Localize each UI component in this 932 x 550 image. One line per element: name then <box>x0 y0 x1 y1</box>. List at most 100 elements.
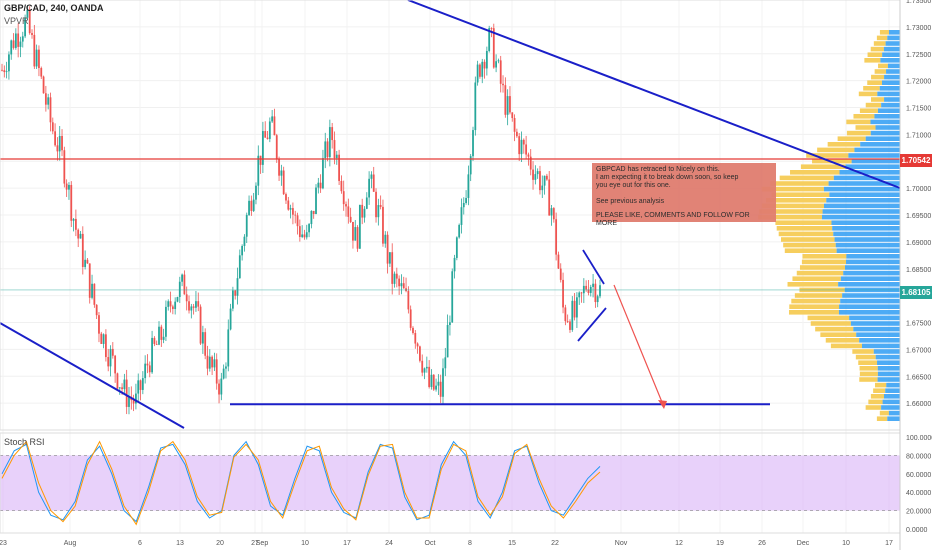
candle-body <box>24 17 26 37</box>
vp-bar-down <box>880 58 900 63</box>
vp-bar-up <box>867 80 882 85</box>
candle-body <box>361 204 364 218</box>
candle-body <box>201 332 204 344</box>
y-tick-label: 1.66500 <box>906 374 931 381</box>
candle-body <box>379 205 382 207</box>
vp-bar-down <box>833 231 900 237</box>
candle-body <box>121 387 123 390</box>
stoch-y-tick: 100.0000 <box>906 435 932 442</box>
vp-bar-up <box>815 326 854 332</box>
wedge-upper <box>582 249 605 285</box>
candle-body <box>363 208 366 218</box>
vp-bar-down <box>839 170 900 175</box>
candle-body <box>35 49 38 67</box>
candle-body <box>165 306 167 337</box>
vp-bar-up <box>852 349 874 354</box>
x-tick-label: 13 <box>176 540 184 547</box>
candle-body <box>54 131 57 146</box>
vp-bar-up <box>879 30 889 35</box>
vp-bar-down <box>877 91 900 97</box>
vp-bar-up <box>876 35 888 41</box>
candle-body <box>153 337 156 344</box>
vp-bar-down <box>888 30 900 35</box>
vp-bar-up <box>853 114 875 119</box>
candle-body <box>222 368 225 379</box>
vp-bar-down <box>831 220 900 225</box>
vp-bar-up <box>790 170 840 175</box>
candle-body <box>428 366 431 387</box>
candle-body <box>125 379 128 407</box>
candle-body <box>324 141 327 159</box>
candle-body <box>100 333 103 344</box>
candle-body <box>559 268 562 280</box>
stoch-band <box>0 455 900 511</box>
candle-body <box>310 210 313 225</box>
candle-body <box>86 259 89 264</box>
vp-bar-down <box>829 192 900 197</box>
x-tick-label: 20 <box>216 540 224 547</box>
candle-body <box>31 33 33 35</box>
vp-bar-down <box>828 181 900 186</box>
candle-body <box>372 174 375 192</box>
vp-bar-up <box>879 410 889 416</box>
candle-body <box>19 41 22 47</box>
candle-body <box>317 182 320 188</box>
x-tick-label: Aug <box>64 540 77 547</box>
candle-body <box>536 171 539 175</box>
candle-body <box>208 356 211 369</box>
candle-body <box>375 191 377 218</box>
candle-body <box>391 252 394 284</box>
candle-body <box>432 374 435 390</box>
candle-body <box>266 137 269 139</box>
candle-body <box>460 207 463 225</box>
candle-body <box>111 348 114 356</box>
vp-bar-down <box>822 209 900 214</box>
vp-bar-down <box>874 114 900 119</box>
vp-bar-up <box>796 270 844 276</box>
candle-body <box>234 290 237 296</box>
vp-bar-down <box>856 332 900 337</box>
vp-bar-up <box>806 153 849 158</box>
candle-body <box>248 200 250 215</box>
candle-body <box>335 154 338 159</box>
candle-body <box>315 187 317 214</box>
vp-bar-down <box>873 349 900 354</box>
vp-bar-down <box>887 63 900 69</box>
candle-body <box>206 355 209 369</box>
vp-bar-down <box>870 130 900 136</box>
candle-body <box>479 64 481 77</box>
candle-body <box>472 130 474 157</box>
vp-bar-down <box>865 136 900 141</box>
candle-body <box>218 383 220 395</box>
candle-body <box>499 60 502 84</box>
candle-body <box>93 283 96 305</box>
candle-body <box>169 301 172 307</box>
vp-bar-down <box>859 338 900 343</box>
candle-body <box>190 306 193 311</box>
vp-bar-up <box>758 214 822 220</box>
vp-bar-up <box>802 254 847 259</box>
candle-body <box>104 334 107 358</box>
x-tick-label: 22 <box>551 540 559 547</box>
vp-bar-down <box>850 321 900 326</box>
vp-bar-down <box>860 142 900 147</box>
candle-body <box>513 118 516 132</box>
stoch-y-tick: 60.0000 <box>906 472 931 479</box>
candle-body <box>437 381 440 386</box>
candle-body <box>442 368 444 397</box>
candle-body <box>155 343 158 345</box>
vp-bar-down <box>842 293 900 298</box>
candle-body <box>518 136 521 155</box>
projection-arrow <box>613 284 665 408</box>
candle-body <box>483 61 486 69</box>
candle-body <box>462 202 465 208</box>
vp-bar-down <box>885 41 900 46</box>
candle-body <box>128 396 130 407</box>
x-tick-label: 17 <box>343 540 351 547</box>
candle-body <box>511 112 514 119</box>
candle-body <box>72 218 75 221</box>
candle-body <box>231 290 234 309</box>
candle-body <box>28 9 31 34</box>
vp-bar-up <box>855 125 876 130</box>
